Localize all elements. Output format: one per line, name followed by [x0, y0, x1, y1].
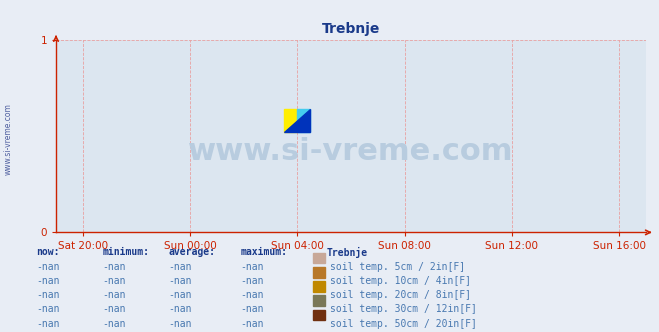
Title: Trebnje: Trebnje [322, 22, 380, 36]
Text: soil temp. 10cm / 4in[F]: soil temp. 10cm / 4in[F] [330, 276, 471, 286]
Text: soil temp. 50cm / 20in[F]: soil temp. 50cm / 20in[F] [330, 319, 477, 329]
Text: -nan: -nan [102, 290, 126, 300]
Polygon shape [284, 109, 310, 132]
Text: -nan: -nan [241, 304, 264, 314]
Text: Trebnje: Trebnje [326, 247, 367, 258]
Text: soil temp. 20cm / 8in[F]: soil temp. 20cm / 8in[F] [330, 290, 471, 300]
Text: -nan: -nan [102, 319, 126, 329]
Text: -nan: -nan [168, 290, 192, 300]
Text: -nan: -nan [102, 276, 126, 286]
Text: -nan: -nan [241, 319, 264, 329]
Text: -nan: -nan [168, 276, 192, 286]
Text: -nan: -nan [36, 276, 60, 286]
Text: -nan: -nan [168, 304, 192, 314]
Bar [284, 109, 297, 132]
Text: average:: average: [168, 247, 215, 257]
Text: soil temp. 30cm / 12in[F]: soil temp. 30cm / 12in[F] [330, 304, 477, 314]
Text: -nan: -nan [36, 290, 60, 300]
Text: -nan: -nan [168, 262, 192, 272]
Text: -nan: -nan [241, 276, 264, 286]
Text: maximum:: maximum: [241, 247, 287, 257]
Text: -nan: -nan [102, 304, 126, 314]
Text: minimum:: minimum: [102, 247, 149, 257]
Text: soil temp. 5cm / 2in[F]: soil temp. 5cm / 2in[F] [330, 262, 465, 272]
Text: -nan: -nan [241, 262, 264, 272]
Text: -nan: -nan [168, 319, 192, 329]
Text: -nan: -nan [102, 262, 126, 272]
Text: -nan: -nan [36, 319, 60, 329]
Text: -nan: -nan [241, 290, 264, 300]
Text: www.si-vreme.com: www.si-vreme.com [188, 137, 513, 166]
Text: www.si-vreme.com: www.si-vreme.com [3, 104, 13, 175]
Text: -nan: -nan [36, 304, 60, 314]
Bar [297, 109, 310, 132]
Text: now:: now: [36, 247, 60, 257]
Text: -nan: -nan [36, 262, 60, 272]
